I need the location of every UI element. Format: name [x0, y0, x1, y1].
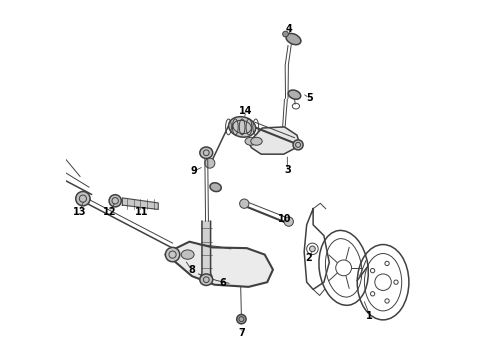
Text: 5: 5 [306, 93, 313, 103]
Ellipse shape [210, 183, 221, 192]
Circle shape [109, 195, 122, 207]
Ellipse shape [286, 33, 301, 45]
Text: 10: 10 [278, 214, 292, 224]
Text: 6: 6 [220, 278, 226, 288]
Text: 2: 2 [305, 253, 312, 263]
Polygon shape [248, 127, 299, 154]
Circle shape [240, 199, 249, 208]
Ellipse shape [251, 137, 262, 145]
Ellipse shape [229, 117, 256, 137]
Circle shape [293, 140, 303, 150]
Ellipse shape [181, 250, 194, 259]
Text: 1: 1 [367, 311, 373, 320]
Text: 13: 13 [73, 207, 86, 217]
Ellipse shape [288, 90, 301, 99]
Text: 3: 3 [284, 165, 291, 175]
Text: 7: 7 [239, 328, 245, 338]
Text: 14: 14 [239, 106, 252, 116]
Circle shape [76, 192, 90, 206]
Text: 8: 8 [189, 265, 196, 275]
Text: 4: 4 [285, 24, 292, 34]
Circle shape [283, 31, 289, 37]
Circle shape [237, 315, 246, 324]
Ellipse shape [200, 147, 213, 158]
Polygon shape [200, 221, 212, 280]
Ellipse shape [200, 274, 213, 285]
Circle shape [284, 217, 294, 226]
Ellipse shape [245, 137, 256, 145]
Text: 12: 12 [103, 207, 116, 217]
Circle shape [205, 158, 215, 168]
Polygon shape [122, 198, 158, 210]
Polygon shape [166, 242, 273, 287]
Circle shape [166, 247, 180, 262]
Text: 11: 11 [135, 207, 148, 217]
Circle shape [310, 246, 315, 252]
Text: 9: 9 [191, 166, 197, 176]
